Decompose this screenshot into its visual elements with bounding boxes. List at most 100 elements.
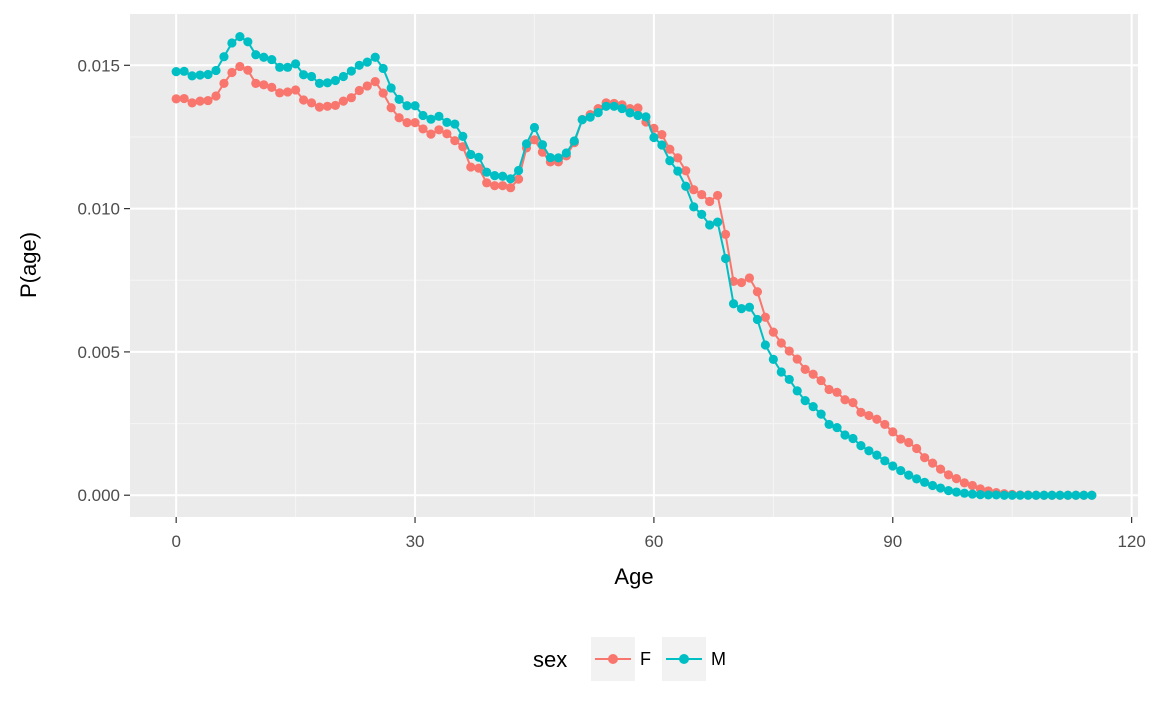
data-point-m [848, 433, 858, 444]
data-point-m [951, 487, 962, 497]
data-point-f [346, 93, 356, 103]
data-point-m [920, 477, 930, 487]
data-point-m [609, 101, 619, 111]
data-point-f [386, 103, 396, 113]
data-point-m [370, 52, 380, 62]
data-point-m [856, 441, 866, 451]
data-point-m [529, 122, 540, 133]
data-point-f [760, 312, 770, 322]
data-point-f [291, 85, 301, 95]
data-point-m [171, 67, 181, 77]
data-point-m [227, 38, 237, 48]
data-point-m [1015, 490, 1025, 500]
data-point-m [466, 149, 476, 160]
data-point-f [267, 82, 277, 92]
data-point-f [951, 473, 962, 484]
data-point-f [338, 96, 348, 106]
data-point-f [243, 65, 253, 75]
series-m [171, 32, 1097, 500]
data-point-f [283, 87, 293, 97]
data-point-m [561, 148, 571, 158]
data-point-m [649, 132, 659, 143]
data-point-f [720, 229, 731, 239]
data-point-f [904, 437, 914, 448]
data-point-m [314, 78, 325, 88]
data-point-f [251, 78, 261, 88]
data-point-m [235, 32, 245, 42]
data-point-m [179, 66, 189, 76]
data-point-f [370, 77, 380, 87]
data-point-f [466, 162, 476, 172]
data-point-f [394, 113, 404, 123]
data-point-m [1079, 490, 1089, 500]
data-point-f [824, 384, 834, 395]
data-point-m [816, 409, 826, 419]
data-point-m [322, 78, 333, 88]
data-point-f [776, 338, 786, 348]
legend: sex F M [533, 637, 726, 681]
x-axis: 0 30 60 90 120 [171, 517, 1146, 551]
data-point-m [434, 111, 444, 121]
data-point-f [314, 102, 325, 112]
data-point-m [275, 62, 285, 72]
y-axis-title: P(age) [16, 232, 41, 298]
data-point-f [195, 96, 205, 106]
data-point-m [585, 112, 595, 122]
data-point-m [418, 110, 428, 121]
data-point-m [394, 94, 404, 105]
data-point-f [943, 470, 954, 480]
legend-item-m: M [662, 637, 726, 681]
data-point-f [768, 327, 778, 337]
data-point-m [482, 167, 492, 177]
data-point-m [362, 57, 372, 67]
data-point-m [959, 488, 970, 498]
data-point-m [625, 108, 635, 118]
data-point-f [744, 273, 755, 283]
data-point-m [291, 59, 301, 69]
data-point-f [736, 277, 747, 288]
data-point-m [243, 37, 253, 47]
data-point-m [474, 152, 484, 162]
data-point-f [728, 276, 739, 287]
data-point-f [354, 85, 364, 96]
data-point-m [267, 54, 277, 65]
data-point-f [959, 478, 970, 488]
data-point-f [792, 354, 802, 364]
data-point-m [713, 217, 723, 227]
data-point-m [354, 60, 364, 70]
data-point-f [410, 118, 420, 128]
data-point-m [187, 71, 197, 81]
x-tick-label: 0 [171, 532, 180, 551]
legend-dot-m [679, 654, 689, 664]
data-point-f [179, 93, 189, 104]
data-point-f [967, 480, 977, 491]
data-point-f [880, 419, 890, 430]
data-point-f [474, 163, 484, 173]
y-tick-label: 0.005 [77, 343, 120, 362]
data-point-m [1047, 490, 1057, 500]
data-point-m [681, 181, 691, 191]
data-point-m [633, 110, 643, 121]
data-point-m [537, 140, 548, 150]
data-point-m [1087, 490, 1097, 500]
data-point-f [211, 91, 221, 101]
data-point-m [720, 253, 731, 264]
data-point-m [211, 65, 221, 76]
data-point-f [306, 98, 317, 108]
data-point-f [673, 153, 683, 163]
data-point-f [513, 174, 524, 184]
data-point-m [490, 171, 500, 181]
data-point-m [904, 470, 914, 480]
data-point-m [673, 166, 683, 176]
data-point-m [705, 220, 715, 230]
data-point-m [784, 374, 794, 385]
data-point-m [800, 396, 810, 406]
data-point-f [434, 125, 444, 135]
data-point-m [1055, 490, 1065, 500]
data-point-f [529, 135, 540, 145]
data-point-f [681, 166, 691, 176]
data-point-f [227, 67, 237, 78]
data-point-m [298, 70, 309, 80]
data-point-m [346, 66, 356, 76]
data-point-f [362, 81, 372, 91]
